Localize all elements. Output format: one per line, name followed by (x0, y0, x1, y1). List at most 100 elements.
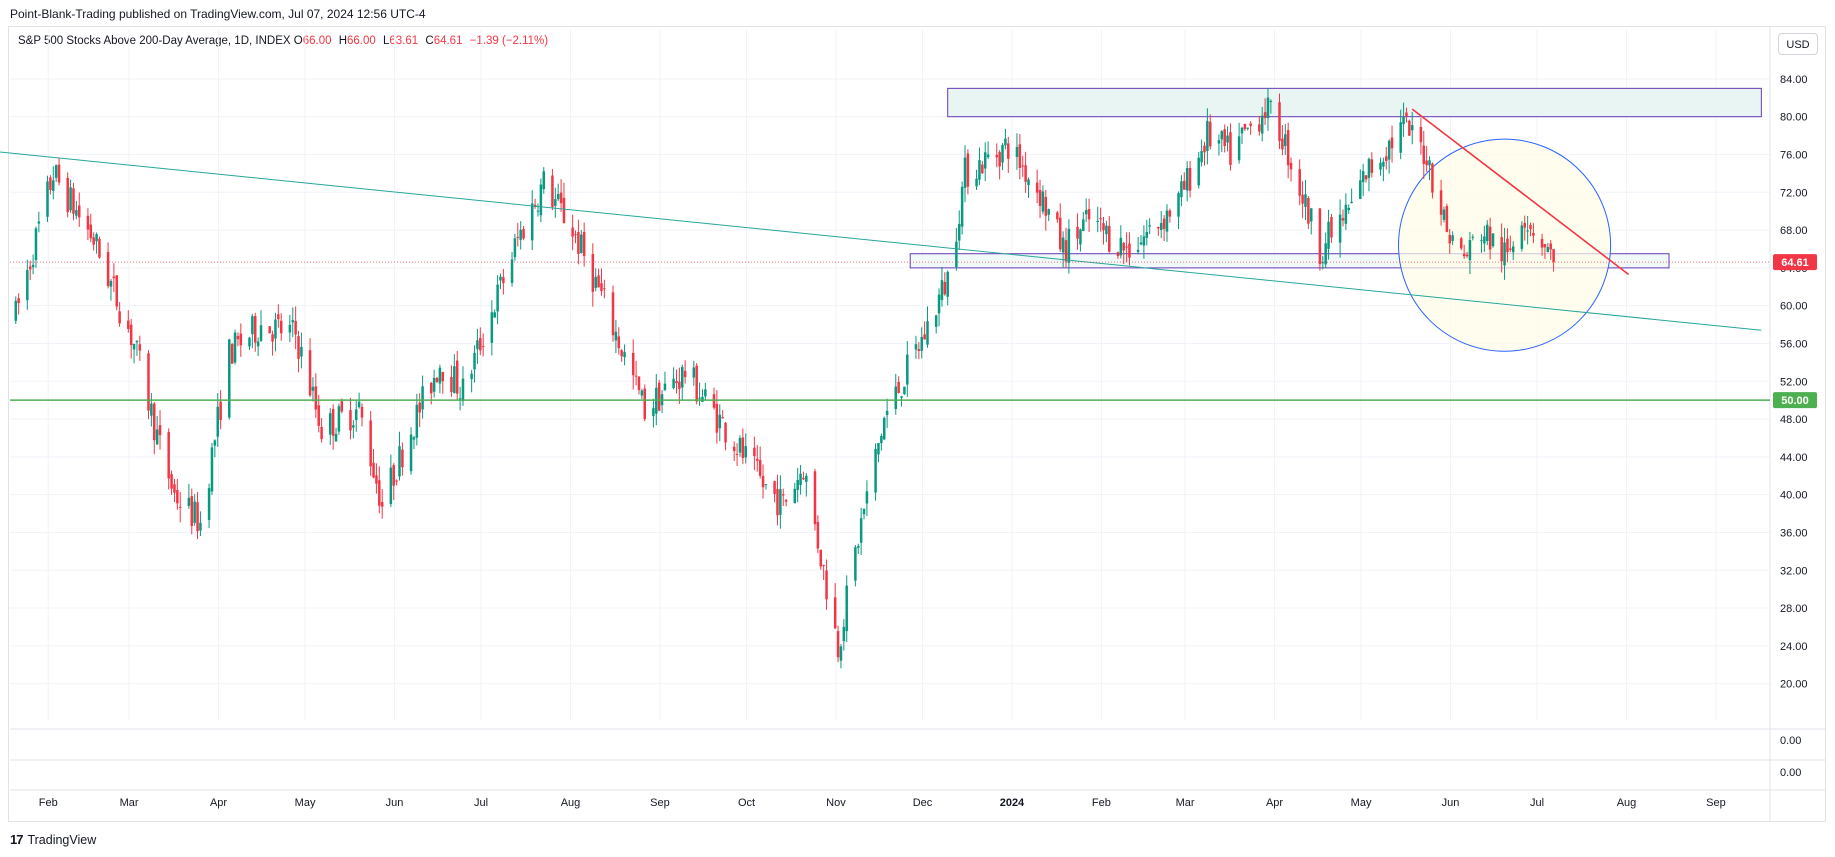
candle-body (1203, 145, 1206, 153)
candle-body (877, 443, 880, 455)
candle-body (279, 320, 283, 334)
candle-body (1122, 242, 1125, 251)
candle-body (1526, 230, 1529, 232)
candle-body (360, 406, 364, 418)
candle-body (268, 326, 271, 334)
candle-body (597, 275, 600, 288)
candle-body (95, 234, 98, 242)
candle-body (72, 188, 75, 214)
candle-body (49, 177, 52, 191)
candle-body (311, 386, 315, 391)
candle-body (923, 334, 926, 340)
candle-body (1119, 237, 1123, 256)
tradingview-branding[interactable]: 17 TradingView (10, 832, 96, 847)
candle-body (1304, 194, 1307, 207)
candle-body (764, 484, 768, 486)
candle-body (1128, 243, 1131, 258)
candle-body (1330, 216, 1333, 238)
candle-body (453, 366, 456, 394)
candle-body (372, 462, 375, 478)
candle-body (620, 350, 623, 357)
candle-body (773, 481, 776, 494)
candle-body (695, 365, 698, 402)
candle-body (178, 506, 182, 508)
candle-body (894, 386, 898, 409)
time-tick-label: Jul (474, 797, 488, 809)
legend-title: S&P 500 Stocks Above 200-Day Average, 1D… (18, 35, 291, 47)
candle-body (1108, 226, 1111, 252)
candle-body (1370, 159, 1374, 173)
candle-body (712, 394, 716, 408)
price-tick-label: 44.00 (1780, 452, 1808, 464)
candle-body (799, 473, 802, 486)
candle-body (1217, 140, 1221, 144)
currency-button[interactable]: USD (1778, 33, 1818, 55)
candle-body (1503, 242, 1506, 266)
candle-body (1361, 171, 1365, 183)
candle-body (966, 153, 970, 187)
candle-body (631, 352, 635, 376)
candle-body (251, 316, 254, 335)
candle-body (441, 371, 445, 382)
candle-body (1385, 156, 1388, 162)
candle-body (917, 349, 921, 351)
candle-body (1480, 240, 1483, 242)
candle-body (1307, 197, 1310, 224)
candle-body (1159, 223, 1163, 230)
time-tick-label: Apr (210, 797, 227, 809)
candle-body (657, 382, 661, 411)
candle-body (1540, 238, 1544, 248)
candle-body (934, 315, 938, 327)
candle-body (481, 346, 485, 348)
candle-body (135, 340, 139, 343)
candle-body (957, 223, 961, 241)
candle-body (1082, 219, 1085, 232)
candle-body (138, 344, 142, 351)
candle-body (1018, 144, 1022, 168)
candle-body (34, 228, 38, 261)
candle-body (1269, 100, 1273, 102)
candle-body (1076, 226, 1079, 239)
candle-body (213, 440, 217, 446)
candle-body (995, 155, 999, 158)
candle-body (46, 181, 49, 217)
candle-body (1327, 221, 1330, 249)
candle-body (1523, 222, 1527, 228)
candle-body (170, 474, 173, 489)
candle-body (291, 320, 295, 323)
candle-body (1281, 138, 1284, 150)
candle-body (1422, 145, 1426, 165)
candle-body (77, 205, 81, 218)
chart-frame (8, 26, 1826, 822)
candle-body (692, 367, 696, 378)
candle-body (741, 437, 745, 458)
candle-body (683, 370, 687, 378)
candle-body (378, 480, 381, 506)
candle-body (663, 383, 667, 391)
candle-body (432, 377, 436, 392)
candle-body (862, 508, 866, 515)
candle-body (643, 388, 647, 420)
candle-body (187, 497, 191, 506)
price-tick-label: 20.00 (1780, 679, 1808, 691)
candle-body (776, 489, 779, 516)
candle-body (274, 319, 277, 339)
candle-body (1229, 132, 1232, 165)
candle-body (681, 366, 684, 388)
symbol-legend[interactable]: S&P 500 Stocks Above 200-Day Average, 1D… (18, 35, 552, 47)
candle-body (724, 422, 727, 443)
candle-body (401, 449, 404, 468)
candle-body (1468, 240, 1472, 261)
candle-body (415, 404, 419, 438)
candle-body (118, 311, 121, 324)
price-tick-label: 40.00 (1780, 490, 1808, 502)
price-tick-label: 36.00 (1780, 527, 1808, 539)
candle-body (493, 312, 496, 318)
candle-body (352, 425, 355, 428)
price-tick-label: 52.00 (1780, 376, 1808, 388)
candle-body (54, 165, 58, 178)
lower-pane-tick: 0.00 (1780, 735, 1801, 747)
candle-body (1506, 238, 1509, 253)
candle-body (603, 288, 606, 290)
